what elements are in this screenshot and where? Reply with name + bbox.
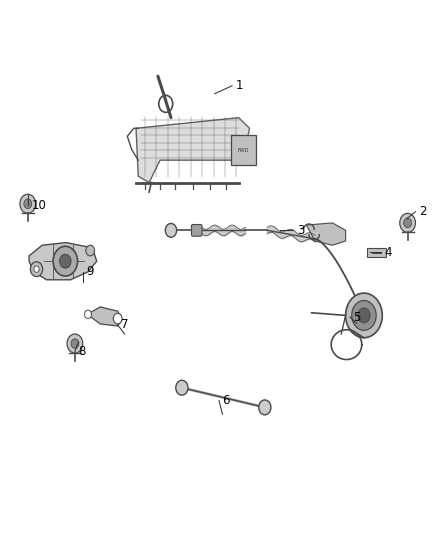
Circle shape: [60, 254, 71, 268]
Circle shape: [404, 218, 412, 228]
Text: 1: 1: [236, 79, 243, 92]
Text: 3: 3: [297, 224, 304, 237]
Text: 4: 4: [384, 246, 392, 259]
Circle shape: [113, 313, 122, 324]
Text: 8: 8: [78, 345, 86, 358]
Circle shape: [352, 301, 376, 330]
Circle shape: [86, 245, 95, 256]
Circle shape: [53, 246, 78, 276]
FancyBboxPatch shape: [231, 135, 256, 165]
Text: 10: 10: [31, 199, 46, 212]
Text: FWD: FWD: [238, 148, 249, 152]
Circle shape: [400, 213, 416, 232]
Circle shape: [67, 334, 83, 353]
Circle shape: [30, 262, 42, 277]
Polygon shape: [306, 223, 346, 245]
Circle shape: [85, 310, 92, 319]
Circle shape: [71, 339, 79, 349]
Text: 6: 6: [223, 394, 230, 407]
Circle shape: [358, 308, 370, 323]
Circle shape: [24, 199, 32, 208]
Text: 9: 9: [86, 265, 94, 278]
Polygon shape: [29, 243, 97, 280]
Text: 2: 2: [419, 205, 427, 218]
Text: 7: 7: [121, 319, 129, 332]
Text: 5: 5: [353, 311, 361, 324]
Polygon shape: [87, 307, 122, 326]
Circle shape: [259, 400, 271, 415]
Circle shape: [165, 223, 177, 237]
Circle shape: [20, 194, 35, 213]
Circle shape: [346, 293, 382, 338]
Polygon shape: [136, 118, 250, 182]
FancyBboxPatch shape: [191, 224, 202, 236]
Circle shape: [34, 266, 39, 272]
Circle shape: [176, 380, 188, 395]
FancyBboxPatch shape: [367, 248, 386, 257]
